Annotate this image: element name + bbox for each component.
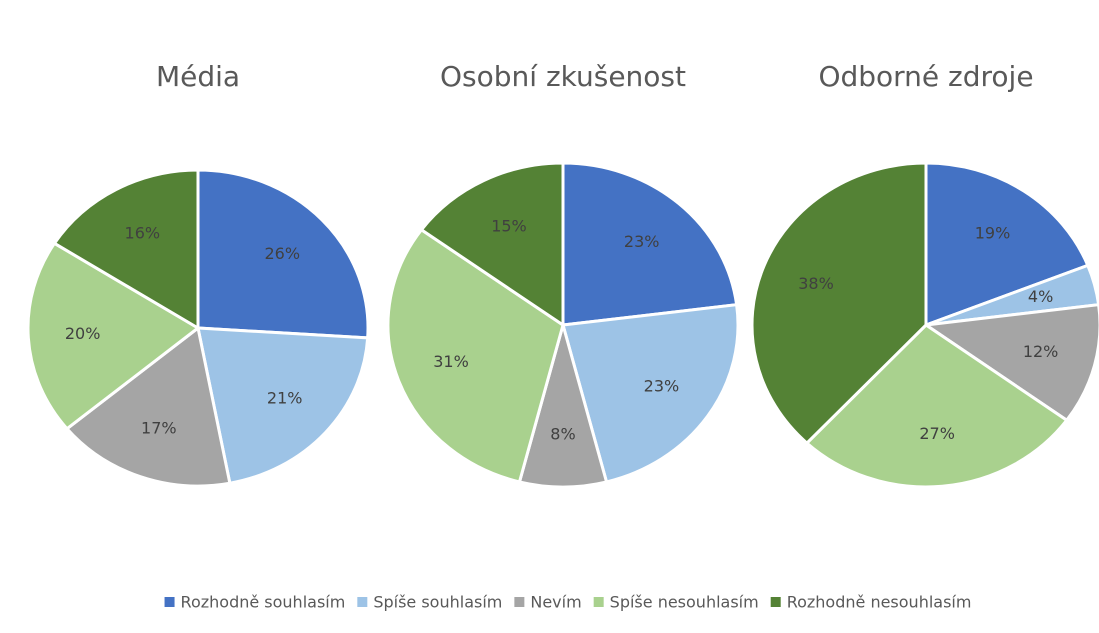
legend-label: Spíše souhlasím [373, 593, 502, 612]
legend-swatch [514, 597, 525, 607]
pie-slice [924, 161, 1090, 328]
pie-slice [419, 161, 565, 328]
data-label: 8% [550, 425, 575, 444]
pie-slice [561, 303, 740, 484]
data-label: 20% [65, 324, 101, 343]
pie-slice [561, 161, 739, 327]
pie-slice [750, 161, 928, 446]
legend-swatch [770, 597, 781, 607]
data-label: 17% [141, 419, 177, 438]
pie-slice [64, 325, 232, 488]
legend-label: Spíše nesouhlasím [610, 593, 759, 612]
pie-slice [26, 241, 201, 431]
data-label: 12% [1023, 342, 1059, 361]
data-label: 31% [433, 352, 469, 371]
pie-slice [196, 168, 370, 340]
pie-slice [804, 323, 1069, 489]
data-label: 23% [644, 376, 680, 395]
pie-slice [196, 326, 370, 485]
legend-swatch [593, 597, 604, 607]
legend-swatch [357, 597, 368, 607]
legend-swatch [164, 597, 175, 607]
legend-label: Rozhodně nesouhlasím [787, 593, 972, 612]
data-label: 23% [624, 232, 660, 251]
data-label: 27% [919, 424, 955, 443]
legend-label: Nevím [530, 593, 581, 612]
legend-label: Rozhodně souhlasím [181, 593, 346, 612]
pie-slice [921, 303, 1099, 423]
data-label: 4% [1028, 287, 1053, 306]
chart-title: Odborné zdroje [818, 60, 1033, 93]
data-label: 38% [798, 274, 834, 293]
data-label: 19% [975, 223, 1011, 242]
data-label: 15% [491, 216, 527, 235]
data-label: 26% [264, 244, 300, 263]
data-label: 21% [267, 389, 303, 408]
chart-title: Média [156, 60, 240, 93]
pie-slice [386, 227, 565, 484]
chart-title: Osobní zkušenost [440, 60, 686, 93]
data-label: 16% [125, 223, 161, 242]
pie-slice [52, 168, 200, 331]
